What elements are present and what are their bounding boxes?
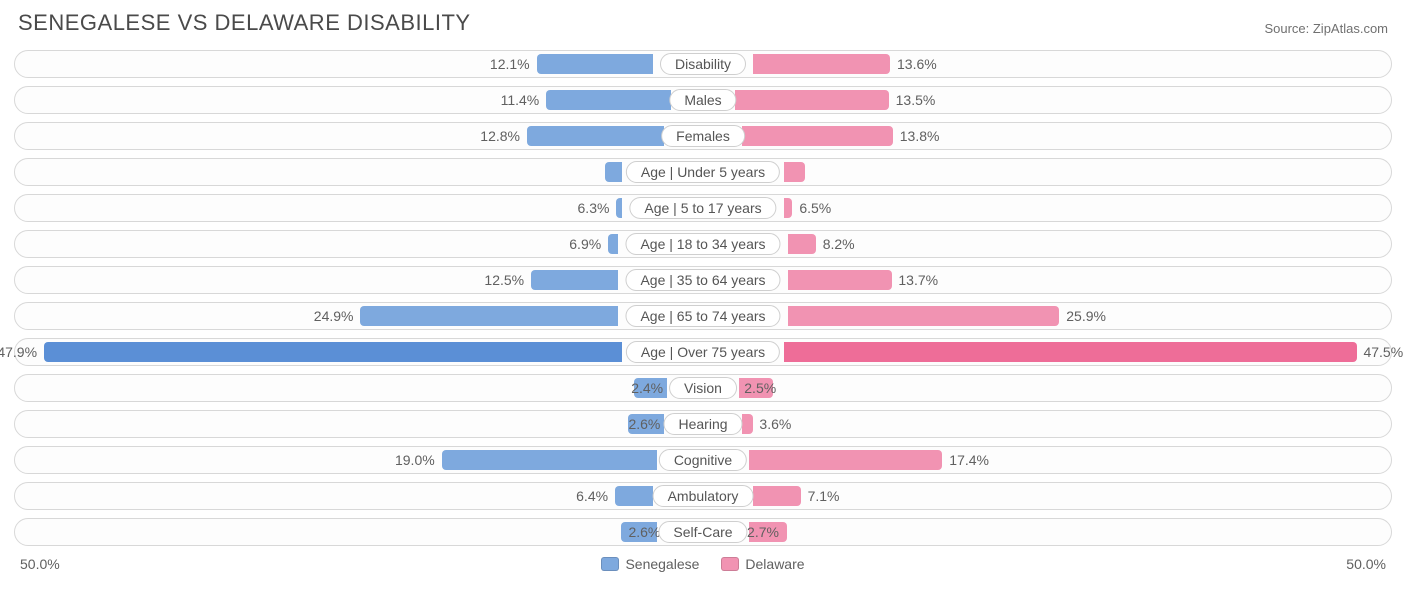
bar-right <box>788 234 816 254</box>
chart-body: 12.1% 13.6% Disability 11.4% 13.5% Males 12.8%… <box>0 42 1406 546</box>
value-right: 8.2% <box>823 231 855 257</box>
bar-left <box>616 198 621 218</box>
chart-row: 6.9% 8.2% Age | 18 to 34 years <box>14 230 1392 258</box>
bar-right <box>753 54 890 74</box>
bar-left <box>605 162 622 182</box>
chart-row: 2.4% 2.5% Vision <box>14 374 1392 402</box>
value-left: 11.4% <box>501 87 540 113</box>
value-right: 7.1% <box>808 483 840 509</box>
value-right: 3.6% <box>759 411 791 437</box>
chart-row: 2.6% 2.7%Self-Care <box>14 518 1392 546</box>
chart-row: 12.5% 13.7% Age | 35 to 64 years <box>14 266 1392 294</box>
chart-row: 47.9%47.5%Age | Over 75 years <box>14 338 1392 366</box>
value-left: 6.9% <box>569 231 601 257</box>
chart-row: 11.4% 13.5% Males <box>14 86 1392 114</box>
chart-row: 2.6% 3.6% Hearing <box>14 410 1392 438</box>
bar-left <box>608 234 618 254</box>
legend-item-left: Senegalese <box>601 556 699 572</box>
bar-left <box>527 126 664 146</box>
legend-item-right: Delaware <box>721 556 804 572</box>
legend-label-right: Delaware <box>745 556 804 572</box>
value-right: 2.7% <box>747 519 779 545</box>
value-left: 2.4% <box>631 375 663 401</box>
bar-right <box>753 486 801 506</box>
header: SENEGALESE VS DELAWARE DISABILITY Source… <box>0 0 1406 42</box>
chart-row: 19.0% 17.4% Cognitive <box>14 446 1392 474</box>
value-right: 47.5% <box>1363 339 1403 365</box>
row-label: Females <box>661 125 745 147</box>
chart-footer: 50.0% Senegalese Delaware 50.0% <box>0 554 1406 582</box>
legend: Senegalese Delaware <box>601 556 804 572</box>
value-right: 13.6% <box>897 51 937 77</box>
bar-right <box>742 414 752 434</box>
bar-right <box>742 126 892 146</box>
row-label: Ambulatory <box>653 485 754 507</box>
chart-row: 24.9% 25.9% Age | 65 to 74 years <box>14 302 1392 330</box>
row-label: Age | 5 to 17 years <box>629 197 776 219</box>
bar-right <box>788 306 1060 326</box>
value-left: 6.3% <box>578 195 610 221</box>
row-label: Hearing <box>663 413 742 435</box>
value-left: 2.6% <box>628 411 660 437</box>
chart-row: 12.1% 13.6% Disability <box>14 50 1392 78</box>
bar-left <box>531 270 618 290</box>
row-label: Age | 18 to 34 years <box>625 233 780 255</box>
axis-left-max: 50.0% <box>20 556 60 572</box>
bar-right <box>735 90 888 110</box>
bar-left <box>537 54 654 74</box>
legend-swatch-left <box>601 557 619 571</box>
bar-left <box>615 486 653 506</box>
bar-right <box>784 342 1356 362</box>
value-right: 13.5% <box>896 87 936 113</box>
value-right: 13.7% <box>898 267 938 293</box>
value-right: 25.9% <box>1066 303 1106 329</box>
value-left: 6.4% <box>576 483 608 509</box>
legend-swatch-right <box>721 557 739 571</box>
row-label: Self-Care <box>658 521 747 543</box>
bar-right <box>784 198 792 218</box>
chart-row: 1.2%1.5%Age | Under 5 years <box>14 158 1392 186</box>
row-label: Age | 35 to 64 years <box>625 269 780 291</box>
row-label: Age | 65 to 74 years <box>625 305 780 327</box>
axis-right-max: 50.0% <box>1346 556 1386 572</box>
bar-left <box>360 306 618 326</box>
chart-row: 6.4% 7.1% Ambulatory <box>14 482 1392 510</box>
bar-left <box>546 90 670 110</box>
source-label: Source: ZipAtlas.com <box>1264 21 1388 36</box>
bar-left <box>44 342 622 362</box>
row-label: Age | Over 75 years <box>626 341 780 363</box>
bar-right <box>784 162 805 182</box>
value-left: 12.5% <box>484 267 524 293</box>
chart-title: SENEGALESE VS DELAWARE DISABILITY <box>18 10 471 36</box>
value-left: 24.9% <box>314 303 354 329</box>
value-left: 2.6% <box>628 519 660 545</box>
value-left: 12.8% <box>480 123 520 149</box>
chart-row: 12.8% 13.8% Females <box>14 122 1392 150</box>
value-left: 12.1% <box>490 51 530 77</box>
row-label: Age | Under 5 years <box>626 161 780 183</box>
chart-container: SENEGALESE VS DELAWARE DISABILITY Source… <box>0 0 1406 582</box>
legend-label-left: Senegalese <box>625 556 699 572</box>
value-right: 6.5% <box>799 195 831 221</box>
bar-left <box>442 450 657 470</box>
value-right: 2.5% <box>744 375 776 401</box>
chart-row: 6.3% 6.5% Age | 5 to 17 years <box>14 194 1392 222</box>
value-right: 17.4% <box>949 447 989 473</box>
row-label: Males <box>669 89 736 111</box>
row-label: Vision <box>669 377 737 399</box>
value-left: 47.9% <box>0 339 37 365</box>
bar-right <box>788 270 892 290</box>
row-label: Cognitive <box>659 449 747 471</box>
row-label: Disability <box>660 53 746 75</box>
value-right: 13.8% <box>900 123 940 149</box>
bar-right <box>749 450 942 470</box>
value-left: 19.0% <box>395 447 435 473</box>
